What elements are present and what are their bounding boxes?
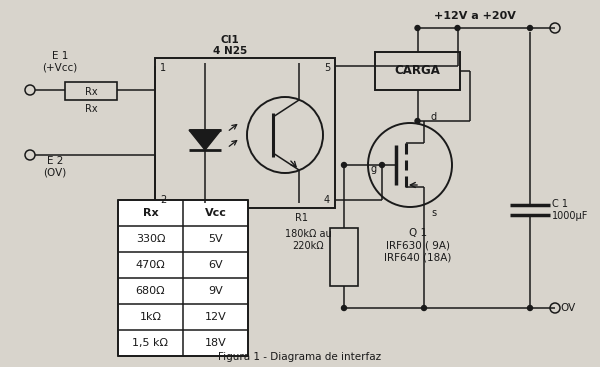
- Text: IRF630 ( 9A): IRF630 ( 9A): [386, 240, 450, 250]
- Text: 1: 1: [160, 63, 166, 73]
- Circle shape: [415, 119, 420, 124]
- Circle shape: [341, 305, 347, 310]
- Text: 330Ω: 330Ω: [136, 234, 165, 244]
- Text: Rx: Rx: [85, 104, 97, 114]
- Text: d: d: [431, 112, 437, 122]
- Text: 4 N25: 4 N25: [213, 46, 247, 56]
- Circle shape: [421, 305, 427, 310]
- Text: 180kΩ au
220kΩ: 180kΩ au 220kΩ: [284, 229, 331, 251]
- Bar: [65, 82, 117, 100]
- Text: CI1: CI1: [221, 35, 239, 45]
- Text: Vcc: Vcc: [205, 208, 226, 218]
- Circle shape: [25, 150, 35, 160]
- Bar: [155, 58, 335, 208]
- Text: Rx: Rx: [85, 87, 97, 97]
- Text: s: s: [431, 208, 437, 218]
- Text: OV: OV: [560, 303, 575, 313]
- Bar: [375, 52, 460, 90]
- Text: 9V: 9V: [208, 286, 223, 296]
- Text: CARGA: CARGA: [395, 65, 440, 77]
- Text: g: g: [371, 164, 377, 174]
- Text: +12V a +20V: +12V a +20V: [434, 11, 516, 21]
- Circle shape: [380, 163, 385, 167]
- Text: 680Ω: 680Ω: [136, 286, 166, 296]
- Text: 12V: 12V: [205, 312, 226, 322]
- Circle shape: [341, 163, 347, 167]
- Polygon shape: [189, 130, 221, 150]
- Text: 470Ω: 470Ω: [136, 260, 166, 270]
- Circle shape: [25, 85, 35, 95]
- Text: C 1
1000μF: C 1 1000μF: [552, 199, 589, 221]
- Bar: [118, 200, 248, 356]
- Circle shape: [527, 25, 533, 30]
- Circle shape: [415, 25, 420, 30]
- Text: 2: 2: [160, 195, 166, 205]
- Text: 6V: 6V: [208, 260, 223, 270]
- Text: 18V: 18V: [205, 338, 226, 348]
- Circle shape: [455, 25, 460, 30]
- Text: E 1
(+Vcc): E 1 (+Vcc): [43, 51, 77, 73]
- Circle shape: [527, 305, 533, 310]
- Circle shape: [550, 303, 560, 313]
- Text: Figura 1 - Diagrama de interfaz: Figura 1 - Diagrama de interfaz: [218, 352, 382, 362]
- Bar: [330, 228, 358, 286]
- Text: 4: 4: [324, 195, 330, 205]
- Text: IRF640 (18A): IRF640 (18A): [385, 252, 452, 262]
- Text: E 2
(OV): E 2 (OV): [43, 156, 67, 178]
- Text: 1kΩ: 1kΩ: [139, 312, 161, 322]
- Text: 1,5 kΩ: 1,5 kΩ: [133, 338, 169, 348]
- Text: R1: R1: [296, 213, 308, 223]
- Text: Q 1: Q 1: [409, 228, 427, 238]
- Text: 5V: 5V: [208, 234, 223, 244]
- Text: 5: 5: [324, 63, 330, 73]
- Circle shape: [550, 23, 560, 33]
- Text: Rx: Rx: [143, 208, 158, 218]
